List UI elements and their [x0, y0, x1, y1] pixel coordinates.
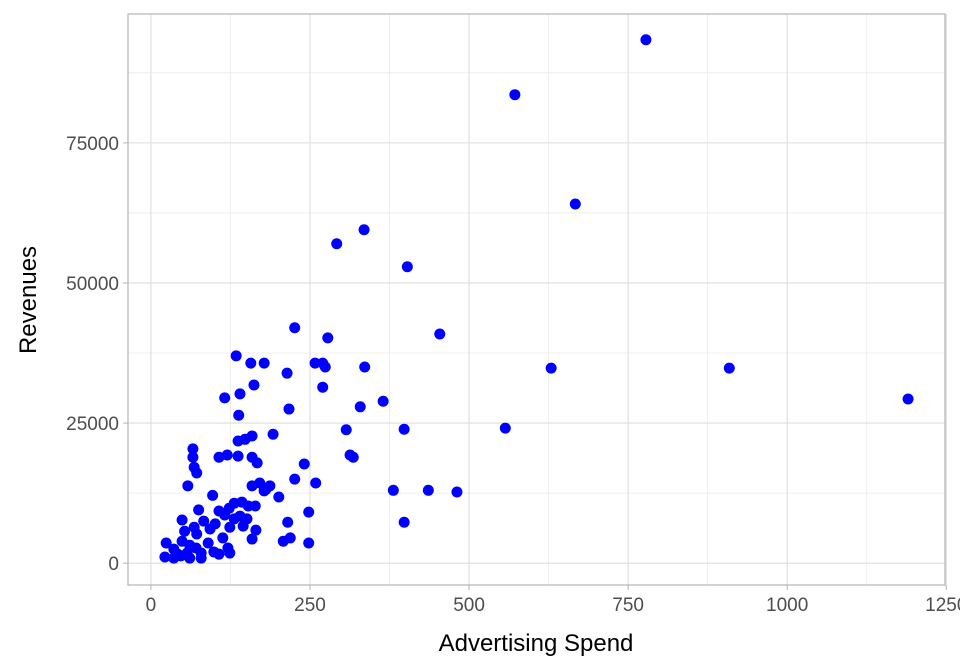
x-tick-label: 1000 [766, 595, 808, 616]
point [283, 403, 295, 415]
point [213, 548, 225, 560]
point [258, 485, 270, 497]
point [319, 361, 331, 373]
point [219, 392, 231, 404]
point [237, 520, 249, 532]
point [422, 484, 434, 496]
point [569, 198, 581, 210]
point [187, 451, 199, 463]
point [219, 509, 231, 521]
point [184, 552, 196, 564]
point [213, 451, 225, 463]
panel-border [127, 13, 946, 586]
point [723, 362, 735, 374]
point [207, 489, 219, 501]
point [331, 238, 343, 250]
point [282, 516, 294, 528]
point [191, 467, 203, 479]
point [198, 515, 210, 527]
point [401, 261, 413, 273]
point [224, 521, 236, 533]
y-axis-title: Revenues [15, 246, 42, 354]
point [289, 322, 301, 334]
point [228, 513, 240, 525]
point [159, 551, 171, 563]
point [233, 409, 245, 421]
point [347, 451, 359, 463]
y-tick-label: 75000 [66, 134, 119, 155]
point [182, 480, 194, 492]
point [232, 450, 244, 462]
point [317, 381, 329, 393]
point [273, 491, 285, 503]
point [298, 458, 310, 470]
point [179, 525, 191, 537]
point [176, 514, 188, 526]
point [289, 473, 301, 485]
x-axis-title: Advertising Spend [439, 630, 634, 657]
point [303, 537, 315, 549]
x-tick-label: 750 [612, 595, 644, 616]
point [251, 457, 263, 469]
point [398, 423, 410, 435]
point [340, 424, 352, 436]
point [322, 332, 334, 344]
point [224, 547, 236, 559]
point [640, 34, 652, 46]
point [221, 449, 233, 461]
point [217, 532, 229, 544]
point [354, 401, 366, 413]
point [309, 357, 321, 369]
point [499, 422, 511, 434]
point [509, 89, 521, 101]
x-tick-label: 0 [146, 595, 157, 616]
x-tick-label: 500 [453, 595, 485, 616]
y-tick-label: 50000 [66, 274, 119, 295]
point [245, 357, 257, 369]
point [358, 224, 370, 236]
point [248, 379, 260, 391]
point [193, 504, 205, 516]
point [902, 393, 914, 405]
point [160, 537, 172, 549]
point [246, 533, 258, 545]
y-tick-label: 0 [108, 554, 119, 575]
point [267, 428, 279, 440]
point [310, 477, 322, 489]
point [377, 395, 389, 407]
point [277, 535, 289, 547]
point [204, 523, 216, 535]
point [545, 362, 557, 374]
point [387, 484, 399, 496]
y-tick-label: 25000 [66, 414, 119, 435]
point [195, 552, 207, 564]
point [230, 350, 242, 362]
point [281, 367, 293, 379]
point [250, 524, 262, 536]
point [232, 435, 244, 447]
point [303, 506, 315, 518]
point [434, 328, 446, 340]
point [242, 500, 254, 512]
point [191, 528, 203, 540]
point [187, 443, 199, 455]
point [234, 388, 246, 400]
point [451, 486, 463, 498]
point [359, 361, 371, 373]
point [398, 516, 410, 528]
point [258, 357, 270, 369]
point [175, 550, 187, 562]
x-tick-label: 250 [294, 595, 326, 616]
point [202, 537, 214, 549]
